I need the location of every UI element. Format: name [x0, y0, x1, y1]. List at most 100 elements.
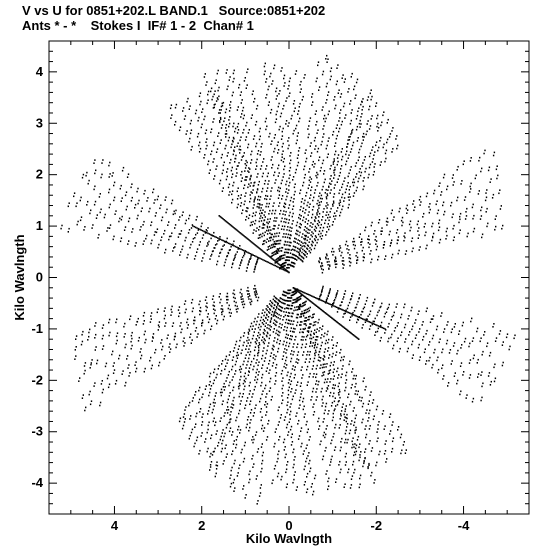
uv-point	[212, 144, 215, 147]
uv-point	[265, 352, 267, 355]
uv-point	[293, 459, 295, 461]
uv-point	[294, 292, 297, 295]
uv-point	[247, 290, 250, 292]
uv-point	[202, 108, 204, 110]
uv-point	[323, 366, 325, 369]
uv-point	[233, 137, 235, 140]
uv-point	[288, 379, 290, 381]
uv-point	[258, 138, 261, 141]
uv-point	[236, 435, 238, 438]
uv-point	[366, 319, 368, 322]
uv-point	[101, 337, 104, 340]
uv-point	[327, 91, 330, 93]
uv-point	[337, 178, 339, 180]
uv-point	[315, 391, 317, 393]
uv-point	[244, 372, 246, 375]
uv-point	[292, 451, 294, 454]
uv-point	[392, 437, 395, 439]
uv-point	[486, 342, 489, 344]
uv-point	[433, 351, 435, 354]
uv-point	[313, 344, 316, 347]
uv-point	[225, 144, 227, 147]
uv-point	[327, 189, 329, 191]
uv-point	[279, 202, 281, 204]
uv-point	[136, 321, 139, 323]
uv-point	[88, 331, 90, 334]
uv-point	[333, 177, 335, 179]
uv-point	[239, 197, 242, 199]
uv-point	[112, 350, 114, 353]
uv-point	[244, 407, 246, 410]
uv-point	[281, 265, 283, 268]
uv-point	[404, 232, 406, 234]
uv-point	[299, 249, 301, 251]
uv-point	[232, 72, 235, 75]
uv-point	[154, 199, 156, 201]
uv-point	[79, 219, 82, 222]
uv-point	[350, 119, 352, 122]
uv-point	[238, 395, 240, 398]
uv-point	[247, 286, 249, 289]
uv-point	[239, 429, 242, 431]
uv-point	[336, 311, 339, 313]
uv-point	[348, 154, 350, 156]
uv-point	[443, 173, 446, 176]
uv-point	[251, 253, 253, 256]
uv-point	[241, 212, 243, 215]
uv-point	[210, 233, 212, 236]
uv-point	[220, 105, 223, 108]
uv-point	[340, 359, 342, 362]
uv-point	[308, 318, 310, 321]
uv-point	[376, 314, 378, 317]
uv-point	[228, 122, 231, 125]
uv-point	[356, 78, 359, 81]
uv-point	[377, 114, 379, 117]
uv-point	[417, 230, 419, 232]
uv-point	[342, 267, 344, 269]
uv-point	[345, 160, 348, 163]
uv-point	[362, 162, 364, 164]
uv-point	[367, 403, 370, 405]
uv-point	[266, 309, 268, 312]
uv-point	[228, 110, 231, 112]
uv-point	[502, 341, 504, 343]
uv-point	[285, 261, 287, 264]
uv-point	[303, 312, 306, 314]
uv-point	[237, 307, 239, 310]
uv-point	[336, 403, 339, 406]
uv-point	[219, 238, 222, 241]
uv-point	[184, 409, 186, 411]
uv-point	[261, 312, 263, 314]
uv-point	[214, 175, 216, 177]
uv-point	[305, 218, 307, 220]
uv-point	[242, 460, 245, 463]
uv-point	[181, 427, 184, 430]
uv-point	[494, 377, 497, 380]
uv-point	[343, 102, 346, 105]
uv-point	[214, 244, 217, 246]
uv-point	[276, 475, 279, 478]
uv-point	[114, 213, 116, 215]
uv-point	[240, 180, 243, 182]
uv-point	[261, 443, 263, 445]
uv-point	[335, 137, 338, 140]
uv-point	[247, 186, 249, 189]
uv-point	[298, 213, 301, 216]
uv-point	[198, 401, 200, 404]
uv-point	[228, 249, 231, 252]
uv-point	[349, 319, 351, 321]
uv-point	[327, 113, 329, 116]
uv-point	[429, 356, 431, 359]
uv-point	[252, 189, 254, 191]
uv-point	[266, 226, 269, 229]
uv-point	[330, 304, 332, 306]
uv-point	[473, 227, 476, 230]
uv-point	[382, 244, 385, 246]
uv-point	[256, 188, 259, 191]
uv-point	[350, 100, 352, 102]
uv-point	[236, 351, 239, 354]
uv-point	[295, 246, 297, 249]
uv-point	[325, 428, 327, 430]
uv-point	[296, 316, 299, 319]
uv-point	[223, 244, 225, 246]
